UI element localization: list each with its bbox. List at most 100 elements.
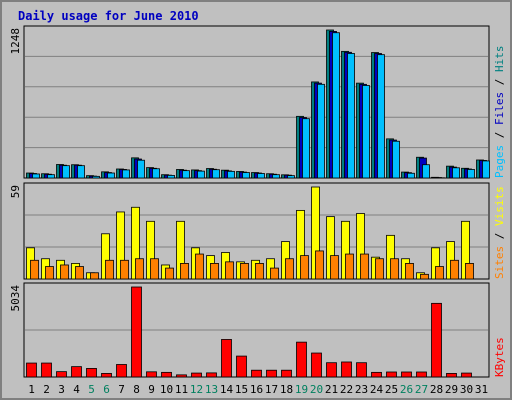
bar-sites-21 bbox=[330, 255, 339, 280]
bar-sites-18 bbox=[285, 258, 294, 280]
bar-pages-12 bbox=[197, 170, 205, 179]
bar-pages-19 bbox=[302, 118, 310, 179]
bar-kbytes-29 bbox=[446, 373, 457, 378]
day-label-6: 6 bbox=[103, 383, 110, 396]
bar-kbytes-3 bbox=[56, 371, 67, 378]
bar-kbytes-30 bbox=[461, 372, 472, 378]
bar-pages-1 bbox=[32, 173, 40, 179]
legend-separator: / bbox=[493, 125, 506, 145]
bar-kbytes-2 bbox=[41, 362, 52, 378]
bar-kbytes-7 bbox=[116, 364, 127, 378]
day-label-11: 11 bbox=[175, 383, 188, 396]
bar-pages-27 bbox=[422, 164, 430, 179]
bar-pages-7 bbox=[122, 169, 130, 179]
legend-kbytes: KBytes bbox=[493, 337, 506, 377]
bar-pages-13 bbox=[212, 169, 220, 179]
day-label-19: 19 bbox=[295, 383, 308, 396]
bar-kbytes-5 bbox=[86, 368, 97, 378]
day-label-4: 4 bbox=[73, 383, 80, 396]
bar-pages-3 bbox=[62, 165, 70, 179]
day-label-31: 31 bbox=[475, 383, 488, 396]
day-label-30: 30 bbox=[460, 383, 473, 396]
day-label-27: 27 bbox=[415, 383, 428, 396]
bar-kbytes-15 bbox=[236, 355, 247, 378]
legend-files: Files bbox=[493, 92, 506, 125]
bar-kbytes-19 bbox=[296, 341, 307, 378]
bar-sites-26 bbox=[405, 263, 414, 280]
day-label-23: 23 bbox=[355, 383, 368, 396]
bar-sites-16 bbox=[255, 263, 264, 280]
bar-sites-10 bbox=[165, 267, 174, 280]
bar-kbytes-18 bbox=[281, 369, 292, 378]
bar-kbytes-10 bbox=[161, 371, 172, 378]
y-axis-max-label: 5034 bbox=[9, 285, 22, 312]
bar-kbytes-26 bbox=[401, 371, 412, 378]
bar-kbytes-24 bbox=[371, 371, 382, 378]
bar-pages-29 bbox=[452, 167, 460, 179]
bar-pages-31 bbox=[482, 160, 490, 179]
bar-pages-30 bbox=[467, 169, 475, 179]
day-label-22: 22 bbox=[340, 383, 353, 396]
bar-pages-24 bbox=[377, 54, 385, 179]
bar-sites-22 bbox=[345, 253, 354, 280]
chart-title: Daily usage for June 2010 bbox=[18, 9, 199, 23]
bar-kbytes-20 bbox=[311, 352, 322, 378]
bar-kbytes-28 bbox=[431, 302, 442, 378]
bar-sites-2 bbox=[45, 266, 54, 280]
day-label-5: 5 bbox=[88, 383, 95, 396]
bar-sites-29 bbox=[450, 259, 459, 280]
bar-pages-6 bbox=[107, 172, 115, 179]
day-label-3: 3 bbox=[58, 383, 65, 396]
day-label-28: 28 bbox=[430, 383, 443, 396]
y-axis-max-label: 59 bbox=[9, 185, 22, 198]
day-label-21: 21 bbox=[325, 383, 338, 396]
bar-kbytes-16 bbox=[251, 369, 262, 378]
bar-kbytes-12 bbox=[191, 372, 202, 378]
day-labels: 1 2 3 4 5 6 7 8 9 10 11 12 13 14 15 16 17 18 19 20 21 22 23 24 2… bbox=[28, 383, 488, 396]
day-label-16: 16 bbox=[250, 383, 263, 396]
bar-pages-5 bbox=[92, 175, 100, 179]
bar-kbytes-4 bbox=[71, 366, 82, 378]
legend: Sites / Visits bbox=[493, 186, 506, 279]
bar-sites-15 bbox=[240, 263, 249, 280]
bar-kbytes-6 bbox=[101, 373, 112, 378]
bar-sites-8 bbox=[135, 258, 144, 280]
bar-pages-8 bbox=[137, 159, 145, 179]
day-label-14: 14 bbox=[220, 383, 234, 396]
day-label-7: 7 bbox=[118, 383, 125, 396]
bar-sites-24 bbox=[375, 258, 384, 280]
day-label-9: 9 bbox=[148, 383, 155, 396]
legend-visits: Visits bbox=[493, 186, 506, 226]
bar-pages-9 bbox=[152, 168, 160, 179]
bar-kbytes-8 bbox=[131, 286, 142, 378]
panel-middle: 59 Sites / Visits bbox=[9, 182, 506, 280]
bar-sites-3 bbox=[60, 264, 69, 280]
day-label-2: 2 bbox=[43, 383, 50, 396]
bar-sites-17 bbox=[270, 267, 279, 280]
legend-pages: Pages bbox=[493, 145, 506, 178]
bar-kbytes-17 bbox=[266, 369, 277, 378]
bar-pages-18 bbox=[287, 175, 295, 179]
bar-sites-12 bbox=[195, 253, 204, 280]
panels-layer: 1248 Pages / Files / Hits 59 Sites / Visits… bbox=[9, 25, 506, 378]
day-label-26: 26 bbox=[400, 383, 413, 396]
bar-pages-2 bbox=[47, 174, 55, 179]
bar-sites-28 bbox=[435, 266, 444, 280]
bar-kbytes-21 bbox=[326, 362, 337, 378]
day-label-1: 1 bbox=[28, 383, 35, 396]
legend-hits: Hits bbox=[493, 46, 506, 73]
legend-separator: / bbox=[493, 226, 506, 246]
bar-pages-17 bbox=[272, 174, 280, 179]
bar-pages-10 bbox=[167, 174, 175, 179]
bar-pages-20 bbox=[317, 83, 325, 179]
bar-sites-9 bbox=[150, 258, 159, 280]
day-label-15: 15 bbox=[235, 383, 248, 396]
day-label-29: 29 bbox=[445, 383, 458, 396]
bar-sites-19 bbox=[300, 255, 309, 280]
bar-pages-11 bbox=[182, 170, 190, 179]
day-label-17: 17 bbox=[265, 383, 278, 396]
y-axis-max-label: 1248 bbox=[9, 28, 22, 55]
bar-pages-22 bbox=[347, 53, 355, 179]
